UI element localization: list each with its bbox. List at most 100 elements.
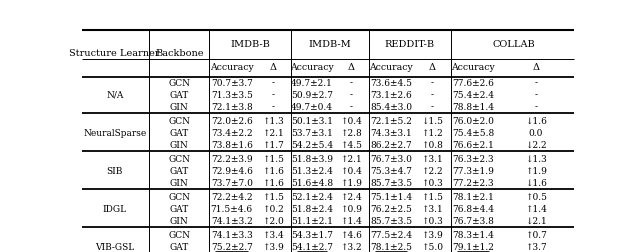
Text: 76.7±3.0: 76.7±3.0 — [370, 154, 412, 164]
Text: ↑0.5: ↑0.5 — [525, 193, 547, 202]
Text: -: - — [431, 103, 434, 112]
Text: 54.2±5.4: 54.2±5.4 — [291, 141, 333, 150]
Text: ↑0.7: ↑0.7 — [525, 231, 547, 240]
Text: ↑0.9: ↑0.9 — [340, 205, 362, 214]
Text: 72.1±3.8: 72.1±3.8 — [211, 103, 253, 112]
Text: Δ: Δ — [532, 64, 540, 73]
Text: 51.1±2.1: 51.1±2.1 — [291, 217, 333, 226]
Text: 74.1±3.3: 74.1±3.3 — [211, 231, 253, 240]
Text: 76.3±2.3: 76.3±2.3 — [452, 154, 494, 164]
Text: 51.8±2.4: 51.8±2.4 — [291, 205, 333, 214]
Text: 85.4±3.0: 85.4±3.0 — [370, 103, 412, 112]
Text: GCN: GCN — [168, 79, 190, 87]
Text: 78.3±1.4: 78.3±1.4 — [452, 231, 494, 240]
Text: 50.9±2.7: 50.9±2.7 — [291, 90, 333, 100]
Text: GAT: GAT — [170, 205, 189, 214]
Text: ↑5.0: ↑5.0 — [421, 243, 443, 252]
Text: ↑2.2: ↑2.2 — [421, 167, 443, 176]
Text: 53.7±3.1: 53.7±3.1 — [291, 129, 333, 138]
Text: ↑3.9: ↑3.9 — [421, 231, 443, 240]
Text: IMDB-B: IMDB-B — [230, 40, 270, 49]
Text: ↑2.4: ↑2.4 — [340, 193, 362, 202]
Text: 76.8±4.4: 76.8±4.4 — [452, 205, 494, 214]
Text: 76.6±2.1: 76.6±2.1 — [452, 141, 494, 150]
Text: GIN: GIN — [170, 179, 189, 188]
Text: 51.3±2.4: 51.3±2.4 — [291, 167, 333, 176]
Text: 76.0±2.0: 76.0±2.0 — [452, 117, 494, 125]
Text: ↑2.1: ↑2.1 — [340, 154, 362, 164]
Text: ↓1.5: ↓1.5 — [421, 117, 443, 125]
Text: 78.1±2.1: 78.1±2.1 — [452, 193, 494, 202]
Text: ↑0.8: ↑0.8 — [421, 141, 443, 150]
Text: -: - — [271, 79, 274, 87]
Text: 74.1±3.2: 74.1±3.2 — [211, 217, 253, 226]
Text: 78.1±2.5: 78.1±2.5 — [370, 243, 412, 252]
Text: COLLAB: COLLAB — [492, 40, 535, 49]
Text: GIN: GIN — [170, 103, 189, 112]
Text: 72.2±3.9: 72.2±3.9 — [211, 154, 253, 164]
Text: ↑4.5: ↑4.5 — [340, 141, 362, 150]
Text: ↑1.9: ↑1.9 — [525, 167, 547, 176]
Text: -: - — [431, 79, 434, 87]
Text: -: - — [534, 79, 538, 87]
Text: IDGL: IDGL — [102, 205, 127, 214]
Text: ↑3.9: ↑3.9 — [262, 243, 284, 252]
Text: ↑1.6: ↑1.6 — [262, 167, 284, 176]
Text: ↓1.3: ↓1.3 — [525, 154, 547, 164]
Text: ↑0.2: ↑0.2 — [262, 205, 284, 214]
Text: ↑1.4: ↑1.4 — [525, 205, 547, 214]
Text: ↑1.3: ↑1.3 — [262, 117, 284, 125]
Text: GAT: GAT — [170, 129, 189, 138]
Text: -: - — [349, 103, 352, 112]
Text: Accuracy: Accuracy — [210, 64, 253, 73]
Text: 86.2±2.7: 86.2±2.7 — [370, 141, 412, 150]
Text: 70.7±3.7: 70.7±3.7 — [211, 79, 253, 87]
Text: -: - — [534, 103, 538, 112]
Text: 77.6±2.6: 77.6±2.6 — [452, 79, 494, 87]
Text: 77.2±2.3: 77.2±2.3 — [452, 179, 494, 188]
Text: GCN: GCN — [168, 193, 190, 202]
Text: ↑1.9: ↑1.9 — [340, 179, 362, 188]
Text: GAT: GAT — [170, 167, 189, 176]
Text: 71.3±3.5: 71.3±3.5 — [211, 90, 253, 100]
Text: ↑2.1: ↑2.1 — [262, 129, 284, 138]
Text: ↓2.2: ↓2.2 — [525, 141, 547, 150]
Text: 78.8±1.4: 78.8±1.4 — [452, 103, 494, 112]
Text: 74.3±3.1: 74.3±3.1 — [370, 129, 412, 138]
Text: 77.3±1.9: 77.3±1.9 — [452, 167, 494, 176]
Text: Accuracy: Accuracy — [369, 64, 413, 73]
Text: ↓2.1: ↓2.1 — [525, 217, 547, 226]
Text: ↑0.3: ↑0.3 — [421, 217, 443, 226]
Text: REDDIT-B: REDDIT-B — [385, 40, 435, 49]
Text: 49.7±2.1: 49.7±2.1 — [291, 79, 333, 87]
Text: 51.6±4.8: 51.6±4.8 — [291, 179, 333, 188]
Text: ↑1.2: ↑1.2 — [421, 129, 443, 138]
Text: SIB: SIB — [106, 167, 123, 176]
Text: GIN: GIN — [170, 141, 189, 150]
Text: -: - — [349, 90, 352, 100]
Text: GCN: GCN — [168, 154, 190, 164]
Text: ↑0.4: ↑0.4 — [340, 167, 362, 176]
Text: GAT: GAT — [170, 243, 189, 252]
Text: ↑3.1: ↑3.1 — [421, 205, 443, 214]
Text: 75.4±2.4: 75.4±2.4 — [452, 90, 494, 100]
Text: GCN: GCN — [168, 231, 190, 240]
Text: Δ: Δ — [348, 64, 355, 73]
Text: ↑1.5: ↑1.5 — [262, 154, 284, 164]
Text: 75.1±1.4: 75.1±1.4 — [370, 193, 412, 202]
Text: ↑3.4: ↑3.4 — [262, 231, 284, 240]
Text: Δ: Δ — [269, 64, 276, 73]
Text: 50.1±3.1: 50.1±3.1 — [291, 117, 333, 125]
Text: 73.1±2.6: 73.1±2.6 — [370, 90, 412, 100]
Text: ↑0.3: ↑0.3 — [421, 179, 443, 188]
Text: 75.2±2.7: 75.2±2.7 — [211, 243, 253, 252]
Text: ↓1.6: ↓1.6 — [525, 179, 547, 188]
Text: 76.7±3.8: 76.7±3.8 — [452, 217, 494, 226]
Text: 49.7±0.4: 49.7±0.4 — [291, 103, 333, 112]
Text: Backbone: Backbone — [155, 49, 204, 58]
Text: 0.0: 0.0 — [529, 129, 543, 138]
Text: -: - — [534, 90, 538, 100]
Text: GAT: GAT — [170, 90, 189, 100]
Text: ↑1.5: ↑1.5 — [262, 193, 284, 202]
Text: GIN: GIN — [170, 217, 189, 226]
